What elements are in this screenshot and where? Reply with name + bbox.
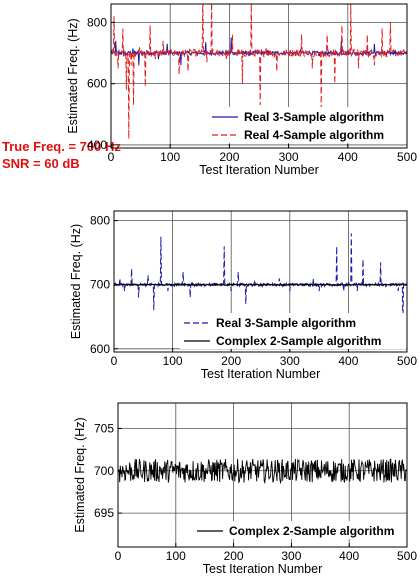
legend-label: Real 3-Sample algorithm	[244, 110, 384, 124]
plot-area	[114, 233, 407, 333]
y-tick-label: 400	[87, 138, 107, 152]
chart-panel-bottom: 0 100 200 300 400 500 695 700 705 Test Iteration …	[73, 402, 417, 576]
y-axis-label: Estimated Freq. (Hz)	[69, 224, 83, 339]
axes-frame	[117, 402, 408, 548]
y-tick-label: 695	[94, 506, 114, 520]
x-tick-label: 100	[160, 150, 180, 164]
x-axis-label: Test Iteration Number	[201, 367, 321, 381]
series-line-2	[111, 4, 407, 139]
x-tick-label: 400	[338, 150, 358, 164]
legend-label: Real 4-Sample algorithm	[244, 128, 384, 142]
legend-label: Complex 2-Sample algorithm	[216, 334, 381, 348]
annotation-snr: SNR = 60 dB	[2, 156, 80, 171]
x-tick-label: 500	[397, 354, 417, 368]
series-line-2	[114, 282, 407, 287]
x-tick-label: 0	[108, 150, 115, 164]
annotation-true-freq: True Freq. = 700 Hz	[2, 139, 121, 154]
legend-label: Real 3-Sample algorithm	[216, 316, 356, 330]
series-line-1	[118, 458, 407, 485]
legend: Real 3-Sample algorithm Complex 2-Sample …	[180, 313, 406, 349]
x-tick-label: 0	[115, 549, 122, 563]
chart-panel-top: 0 100 200 300 400 500 400 600 800 Test Iteration …	[66, 3, 417, 177]
y-tick-label: 705	[94, 421, 114, 435]
y-tick-label: 800	[90, 214, 110, 228]
x-tick-label: 100	[163, 354, 183, 368]
y-tick-label: 700	[94, 464, 114, 478]
axes-frame	[110, 3, 408, 149]
x-tick-label: 0	[111, 354, 118, 368]
x-tick-label: 400	[338, 354, 358, 368]
x-tick-label: 500	[397, 150, 417, 164]
x-tick-label: 200	[224, 549, 244, 563]
axes-frame	[113, 210, 408, 353]
plot-area	[118, 458, 407, 485]
y-tick-label: 800	[87, 15, 107, 29]
y-tick-label: 700	[90, 278, 110, 292]
series-line-1	[114, 233, 407, 333]
legend-box	[208, 107, 404, 143]
chart-panel-middle: 0 100 200 300 400 500 600 700 800 Test Iteration …	[69, 210, 417, 381]
x-tick-label: 200	[219, 150, 239, 164]
y-tick-label: 600	[90, 342, 110, 356]
x-tick-label: 500	[397, 549, 417, 563]
legend: Complex 2-Sample algorithm	[193, 521, 403, 539]
plot-area	[111, 4, 407, 139]
legend: Real 3-Sample algorithm Real 4-Sample alg…	[208, 107, 404, 143]
x-tick-label: 200	[221, 354, 241, 368]
y-tick-label: 600	[87, 77, 107, 91]
x-tick-label: 100	[166, 549, 186, 563]
y-axis-label: Estimated Freq. (Hz)	[73, 417, 87, 532]
legend-box	[180, 313, 406, 349]
legend-box	[193, 521, 403, 539]
x-axis-label: Test Iteration Number	[203, 562, 323, 576]
x-tick-label: 300	[279, 150, 299, 164]
series-line-1	[111, 37, 407, 66]
legend-label: Complex 2-Sample algorithm	[229, 524, 394, 538]
x-tick-label: 300	[280, 354, 300, 368]
y-axis-label: Estimated Freq. (Hz)	[66, 18, 80, 133]
x-tick-label: 400	[339, 549, 359, 563]
x-axis-label: Test Iteration Number	[199, 163, 319, 177]
x-tick-label: 300	[281, 549, 301, 563]
